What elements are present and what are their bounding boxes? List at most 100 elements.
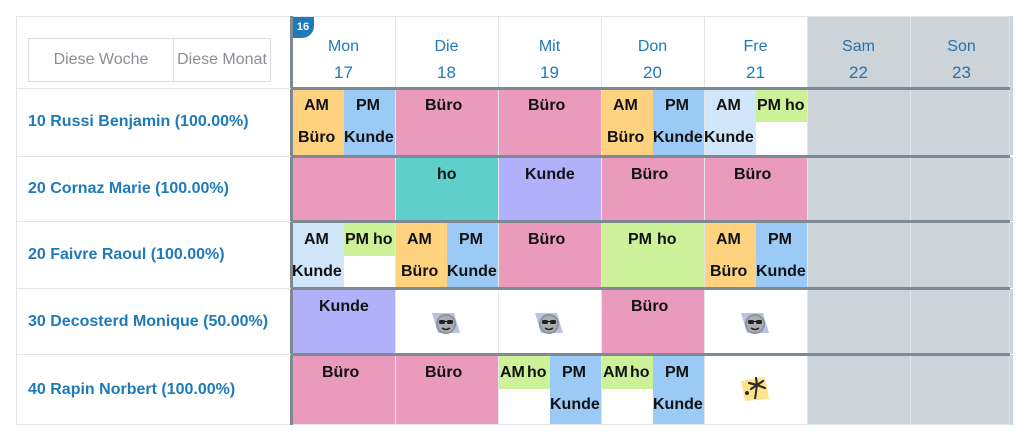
weekend-cell[interactable] (910, 88, 1013, 155)
schedule-block[interactable]: Büro (704, 157, 807, 221)
schedule-block[interactable] (292, 157, 395, 221)
pm-activity: Kunde (653, 129, 703, 146)
name-row-separator (16, 288, 291, 289)
weekend-cell[interactable] (807, 289, 910, 354)
day-date: 21 (746, 63, 765, 82)
pm-block[interactable]: PM ho (344, 222, 395, 256)
day-header-don[interactable]: Don 20 (601, 16, 704, 88)
pm-block[interactable]: PM Kunde (653, 88, 704, 155)
schedule-block[interactable]: Büro (601, 157, 704, 221)
pm-activity: Kunde (447, 263, 497, 280)
day-header-mit[interactable]: Mit 19 (498, 16, 601, 88)
day-header-son[interactable]: Son 23 (910, 16, 1013, 88)
am-block[interactable]: AM ho (601, 355, 653, 389)
am-activity: ho (527, 364, 547, 381)
am-block[interactable]: AM Kunde (704, 88, 756, 155)
pm-label: PM (562, 364, 586, 381)
am-activity: Büro (298, 129, 336, 146)
name-row-separator (16, 88, 291, 89)
pm-block[interactable]: PM Kunde (756, 222, 807, 288)
pm-block[interactable]: PM ho (756, 88, 807, 122)
am-activity: ho (630, 364, 650, 381)
weekend-cell[interactable] (807, 157, 910, 221)
this-week-button[interactable]: Diese Woche (28, 38, 174, 82)
block-label: Büro (322, 364, 360, 381)
pm-activity: Kunde (344, 129, 394, 146)
pm-label: PM (628, 231, 652, 248)
name-row-separator (16, 221, 291, 222)
row-separator (291, 155, 1010, 158)
weekend-cell[interactable] (910, 355, 1013, 425)
this-month-button[interactable]: Diese Monat (173, 38, 271, 82)
sunglasses-face-icon[interactable] (739, 307, 771, 339)
am-block[interactable]: AM Kunde (292, 222, 344, 288)
pm-block[interactable]: PM Kunde (447, 222, 498, 288)
am-label: AM (716, 231, 741, 248)
pm-block[interactable]: PM Kunde (344, 88, 395, 155)
am-block[interactable]: AM Büro (292, 88, 344, 155)
schedule-block[interactable]: PM ho (601, 222, 704, 288)
day-name: Fre (743, 38, 768, 55)
day-header-fre[interactable]: Fre 21 (704, 16, 807, 88)
day-header-die[interactable]: Die 18 (395, 16, 498, 88)
block-label: Büro (425, 364, 463, 381)
schedule-block[interactable]: Büro (498, 222, 601, 288)
pm-label: PM (356, 97, 380, 114)
weekend-cell[interactable] (910, 222, 1013, 288)
day-header-sam[interactable]: Sam 22 (807, 16, 910, 88)
day-date: 20 (643, 63, 662, 82)
day-name: Don (637, 38, 668, 55)
planning-grid: Diese Woche Diese Monat Mon 17 Die 18 Mit 19 D… (16, 16, 1013, 425)
day-header-mon[interactable]: Mon 17 (292, 16, 395, 88)
schedule-block[interactable]: Büro (292, 355, 395, 425)
weekend-cell[interactable] (910, 157, 1013, 221)
day-date: 23 (952, 63, 971, 82)
pm-block[interactable]: PM Kunde (653, 355, 704, 425)
am-block[interactable]: AM Büro (395, 222, 447, 288)
day-name: Mit (538, 38, 561, 55)
schedule-block[interactable]: Kunde (498, 157, 601, 221)
block-label: ho (437, 166, 457, 183)
am-activity: Kunde (292, 263, 342, 280)
block-label: Büro (528, 231, 566, 248)
pm-activity: Kunde (550, 396, 600, 413)
block-label: Kunde (525, 166, 575, 183)
row-separator (291, 287, 1010, 290)
row-separator (291, 220, 1010, 223)
row-separator (291, 87, 1010, 90)
am-label: AM (716, 97, 741, 114)
schedule-block[interactable]: Kunde (292, 289, 395, 354)
day-date: 19 (540, 63, 559, 82)
pm-activity: ho (373, 231, 393, 248)
sunglasses-face-icon[interactable] (533, 307, 565, 339)
am-block[interactable]: AM Büro (601, 88, 653, 155)
employee-name[interactable]: 20 Faivre Raoul (100.00%) (28, 246, 225, 263)
employee-name[interactable]: 20 Cornaz Marie (100.00%) (28, 180, 229, 197)
schedule-block[interactable]: Büro (498, 88, 601, 155)
am-label: AM (613, 97, 638, 114)
weekend-cell[interactable] (807, 222, 910, 288)
schedule-block[interactable]: ho (395, 157, 498, 221)
weekend-cell[interactable] (910, 289, 1013, 354)
weekend-cell[interactable] (807, 355, 910, 425)
am-label: AM (304, 97, 329, 114)
am-activity: Büro (401, 263, 439, 280)
schedule-block[interactable]: Büro (395, 88, 498, 155)
employee-name[interactable]: 30 Decosterd Monique (50.00%) (28, 312, 269, 330)
pm-activity: ho (657, 231, 677, 248)
am-block[interactable]: AM ho (498, 355, 550, 389)
employee-name[interactable]: 40 Rapin Norbert (100.00%) (28, 381, 236, 398)
name-row-separator (16, 156, 291, 157)
schedule-block[interactable]: Büro (601, 289, 704, 354)
pm-label: PM (459, 231, 483, 248)
sunglasses-face-icon[interactable] (430, 307, 462, 339)
day-date: 18 (437, 63, 456, 82)
pm-block[interactable]: PM Kunde (550, 355, 601, 425)
palm-tree-beach-icon[interactable] (739, 373, 771, 405)
am-block[interactable]: AM Büro (704, 222, 756, 288)
employee-name[interactable]: 10 Russi Benjamin (100.00%) (28, 112, 249, 130)
schedule-block[interactable]: Büro (395, 355, 498, 425)
grid-bottom-border (16, 424, 1010, 425)
weekend-cell[interactable] (807, 88, 910, 155)
grid-left-border (16, 16, 17, 425)
